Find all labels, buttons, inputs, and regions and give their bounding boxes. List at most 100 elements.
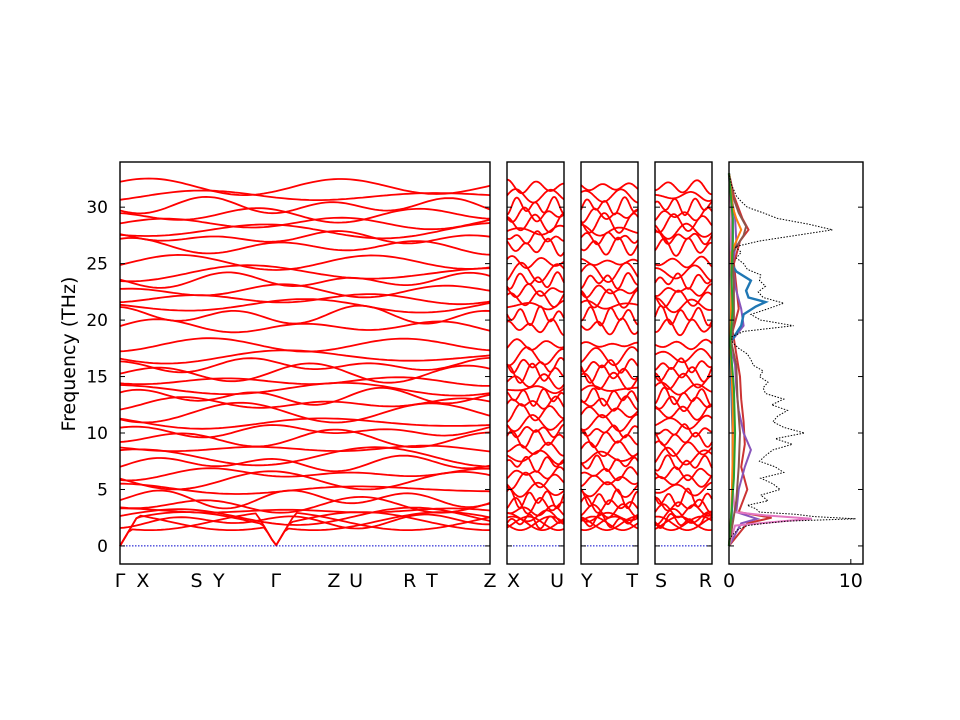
band-line bbox=[580, 395, 639, 412]
band-line bbox=[580, 495, 639, 514]
x-tick-label: Z bbox=[327, 570, 340, 592]
band-line bbox=[654, 395, 713, 412]
band-line bbox=[119, 207, 491, 224]
band-line bbox=[506, 471, 565, 490]
band-line bbox=[580, 387, 639, 407]
x-tick-label: U bbox=[349, 570, 363, 592]
band-line bbox=[119, 177, 491, 196]
panel-frame-p1 bbox=[119, 161, 491, 565]
band-line bbox=[119, 264, 491, 283]
band-line bbox=[119, 253, 491, 271]
band-line bbox=[506, 318, 565, 337]
band-line bbox=[654, 414, 713, 430]
band-line bbox=[580, 488, 638, 510]
band-line bbox=[654, 381, 713, 396]
band-line bbox=[119, 271, 491, 289]
band-line bbox=[654, 237, 713, 257]
band-line bbox=[580, 358, 639, 374]
band-line bbox=[654, 304, 713, 327]
band-line bbox=[581, 512, 638, 529]
band-line bbox=[506, 395, 565, 410]
band-lines-p3 bbox=[580, 182, 639, 531]
y-axis-label: Frequency (THz) bbox=[58, 277, 80, 432]
band-line bbox=[580, 284, 639, 299]
band-line bbox=[119, 382, 491, 397]
band-line bbox=[654, 213, 713, 234]
band-line bbox=[506, 178, 564, 195]
x-tick-label: T bbox=[625, 570, 638, 592]
band-line bbox=[580, 306, 639, 327]
x-tick-label: X bbox=[507, 570, 520, 592]
band-line bbox=[119, 357, 491, 374]
band-line bbox=[580, 515, 638, 531]
band-line bbox=[506, 513, 565, 530]
band-line bbox=[119, 293, 491, 306]
band-line bbox=[580, 511, 639, 523]
band-line bbox=[580, 384, 638, 392]
band-line bbox=[580, 182, 639, 192]
band-line bbox=[654, 357, 713, 374]
band-line bbox=[654, 272, 713, 290]
band-line bbox=[119, 495, 491, 514]
band-line bbox=[506, 271, 565, 290]
band-line bbox=[119, 362, 491, 384]
band-line bbox=[654, 503, 713, 519]
band-line bbox=[506, 414, 565, 432]
band-line bbox=[580, 188, 639, 204]
band-line bbox=[654, 431, 713, 448]
band-line bbox=[507, 385, 565, 394]
band-line bbox=[119, 446, 491, 468]
band-line bbox=[654, 446, 713, 466]
band-line bbox=[506, 188, 565, 204]
panel-frame-p4 bbox=[654, 161, 713, 565]
x-tick-label: Γ bbox=[270, 570, 281, 592]
band-line bbox=[654, 466, 712, 482]
dos-partial-line bbox=[728, 173, 748, 547]
band-line bbox=[654, 423, 713, 438]
band-line bbox=[580, 481, 639, 498]
band-lines-p2 bbox=[506, 178, 565, 531]
band-line bbox=[506, 212, 565, 233]
band-line bbox=[506, 488, 565, 510]
band-lines-p1 bbox=[119, 177, 491, 547]
band-line bbox=[654, 372, 713, 390]
band-line bbox=[580, 413, 638, 433]
band-line bbox=[654, 440, 713, 457]
band-line bbox=[506, 356, 565, 374]
band-line bbox=[506, 449, 565, 466]
band-line bbox=[506, 237, 565, 257]
band-line bbox=[506, 441, 565, 457]
band-line bbox=[654, 481, 713, 497]
band-line bbox=[506, 283, 565, 298]
dos-partial-line bbox=[728, 173, 772, 547]
band-line bbox=[506, 423, 565, 439]
band-line bbox=[119, 337, 491, 353]
band-line bbox=[654, 283, 712, 297]
band-line bbox=[506, 496, 565, 515]
band-line bbox=[119, 189, 491, 201]
x-tick-label: Γ bbox=[115, 570, 126, 592]
band-line bbox=[654, 507, 713, 527]
band-line bbox=[654, 197, 713, 217]
band-line bbox=[580, 261, 639, 283]
band-line bbox=[119, 222, 491, 240]
band-line bbox=[580, 466, 639, 482]
band-line bbox=[580, 258, 639, 267]
band-line bbox=[654, 348, 713, 364]
band-line bbox=[580, 515, 639, 531]
x-tick-label: Y bbox=[580, 570, 593, 592]
dos-total-line bbox=[728, 162, 856, 558]
band-line bbox=[654, 318, 713, 337]
band-line bbox=[654, 338, 713, 351]
band-line bbox=[119, 428, 491, 448]
band-line bbox=[119, 298, 491, 314]
band-line bbox=[119, 401, 491, 424]
band-line bbox=[580, 196, 639, 216]
band-line bbox=[506, 305, 565, 326]
x-tick-label: T bbox=[425, 570, 438, 592]
band-line bbox=[580, 364, 639, 384]
band-line bbox=[581, 450, 639, 465]
band-line bbox=[119, 511, 491, 547]
x-tick-label: Y bbox=[212, 570, 225, 592]
